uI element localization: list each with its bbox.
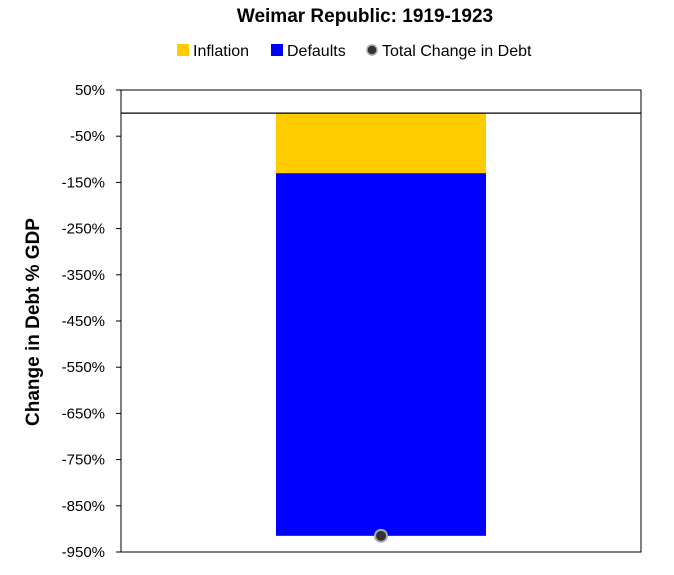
y-tick-label: -750% [62, 452, 105, 469]
y-tick-label: -250% [62, 221, 105, 238]
total-change-marker [374, 528, 388, 543]
y-tick-label: -950% [62, 544, 105, 561]
bar-defaults [276, 173, 486, 536]
bars [276, 113, 486, 536]
legend-defaults-swatch [271, 44, 283, 56]
y-tick-label: -850% [62, 498, 105, 515]
y-tick-label: 50% [75, 82, 105, 99]
y-axis-ticks: 50% -50% -150% -250% -350% -450% -550% -650% -75… [62, 82, 121, 561]
markers [374, 528, 388, 543]
y-tick-label: -450% [62, 313, 105, 330]
legend-inflation-label: Inflation [193, 43, 249, 60]
legend-defaults-label: Defaults [287, 43, 346, 60]
legend-total-swatch [366, 44, 378, 56]
y-tick-label: -650% [62, 405, 105, 422]
legend-inflation-swatch [177, 44, 189, 56]
y-tick-label: -550% [62, 359, 105, 376]
legend-total-label: Total Change in Debt [382, 43, 532, 60]
bar-inflation [276, 113, 486, 174]
y-axis-label: Change in Debt % GDP [23, 218, 44, 426]
legend: Inflation Defaults Total Change in Debt [177, 43, 532, 60]
y-tick-label: -150% [62, 174, 105, 191]
y-tick-label: -50% [70, 128, 105, 145]
chart-title: Weimar Republic: 1919-1923 [237, 6, 493, 27]
y-tick-label: -350% [62, 267, 105, 284]
